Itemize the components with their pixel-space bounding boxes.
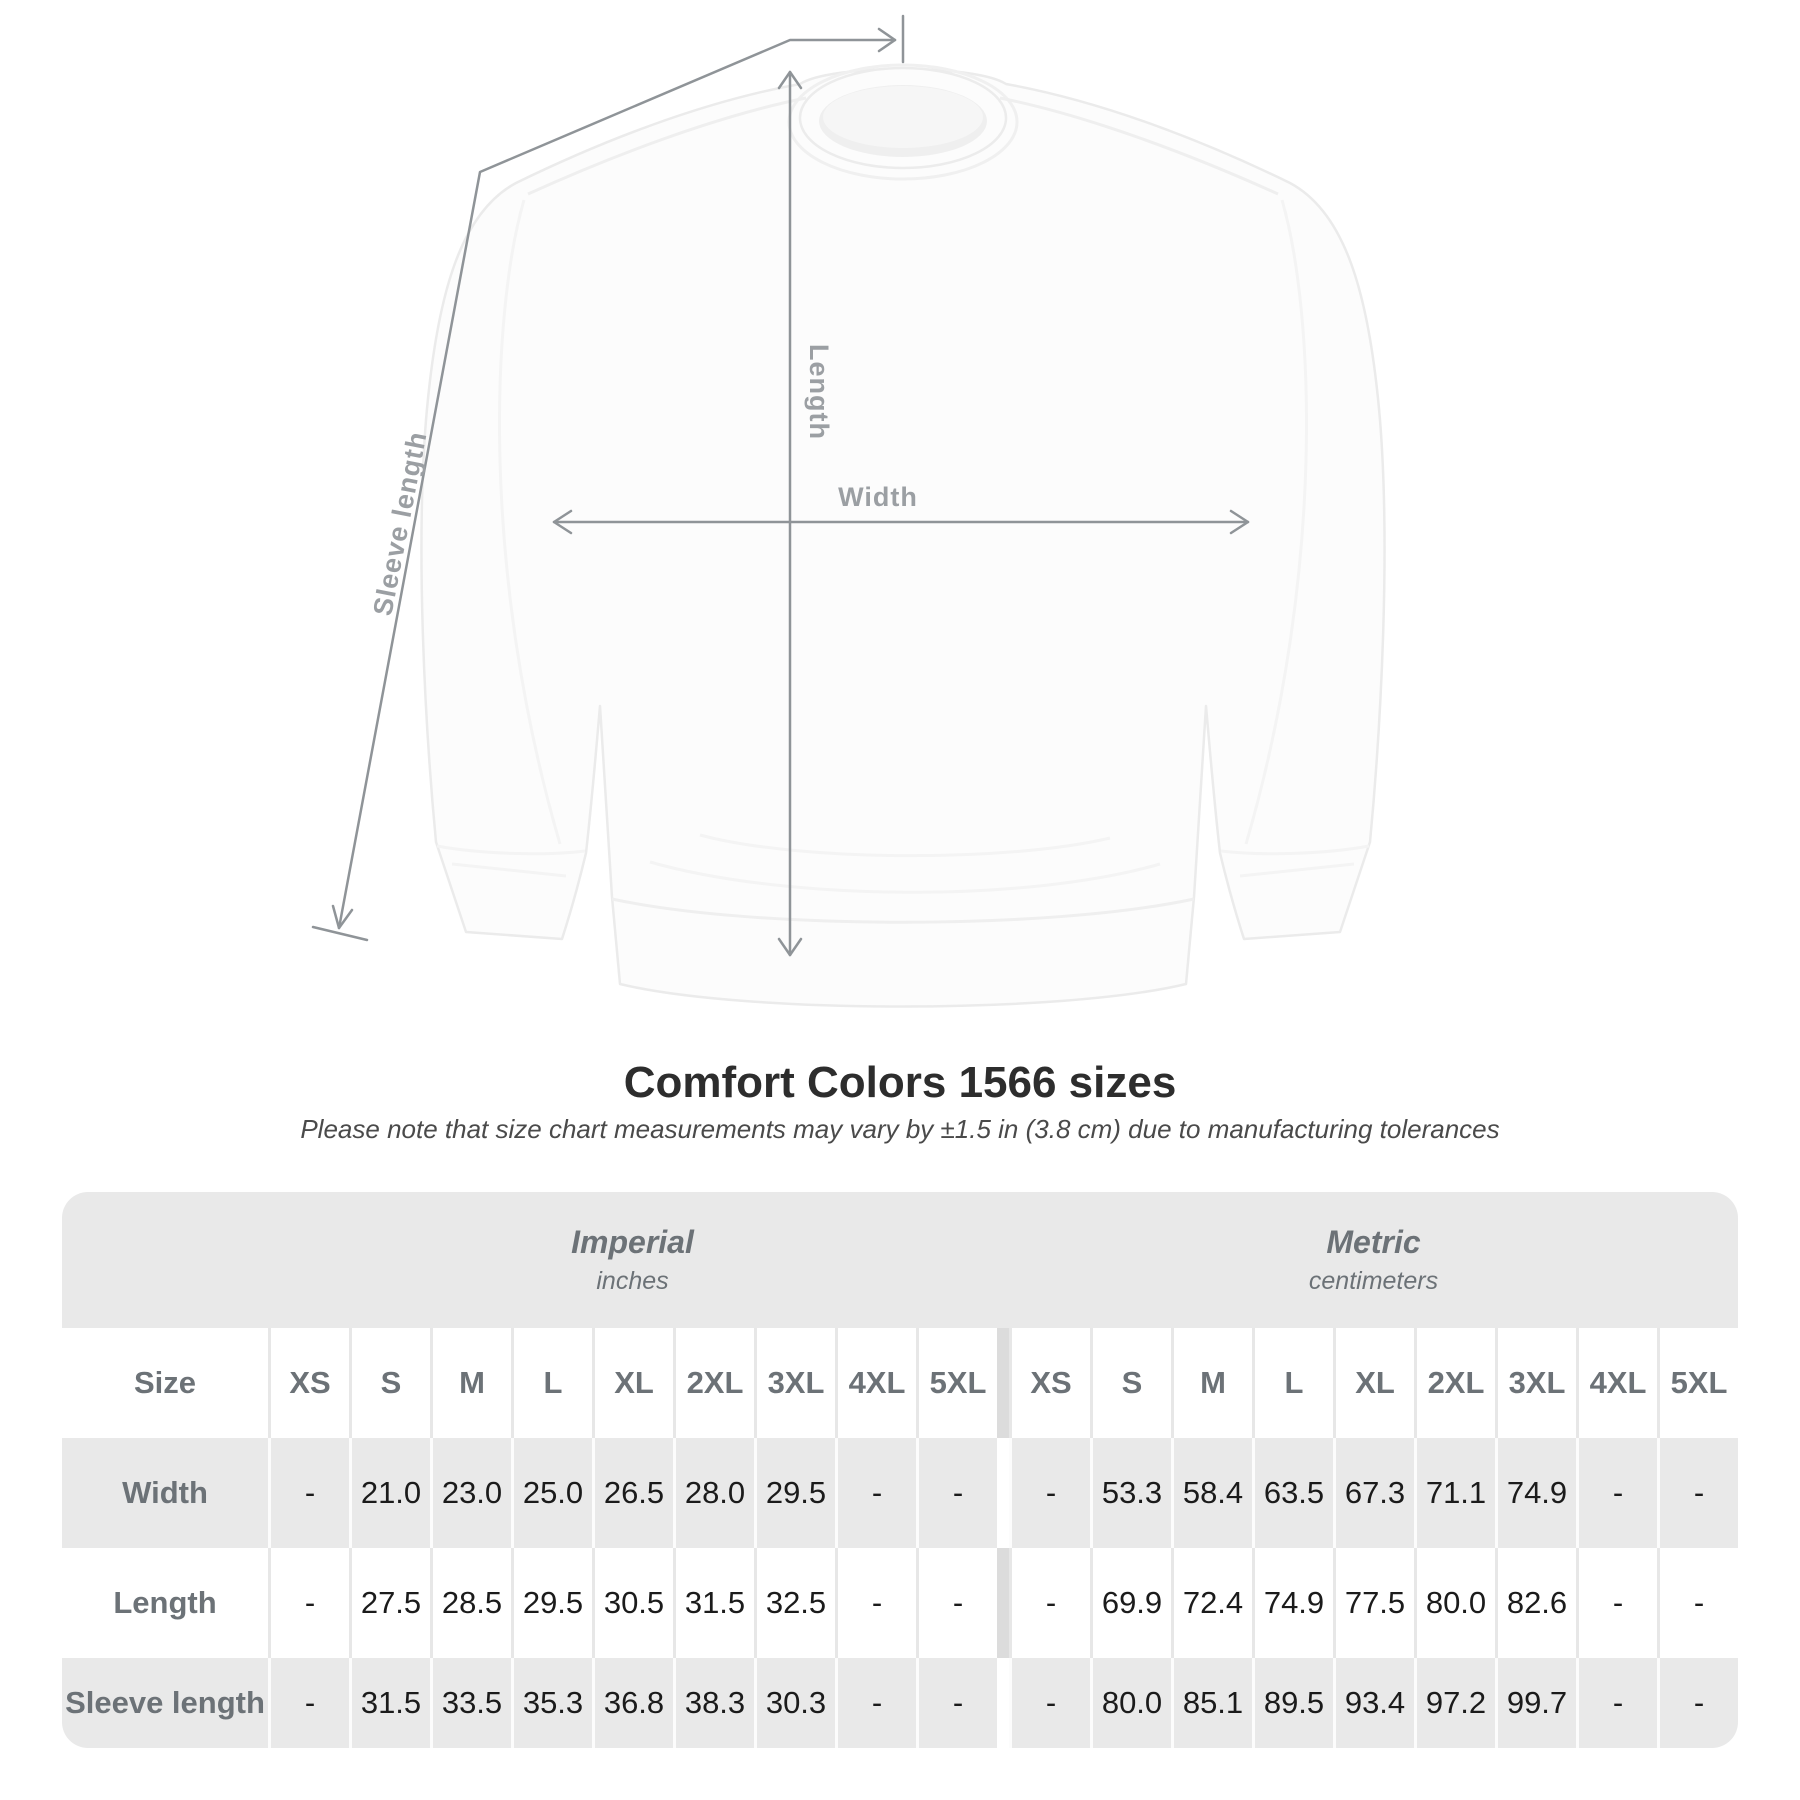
- imperial-value-cell: 28.0: [673, 1438, 754, 1548]
- metric-size-column-header: M: [1171, 1328, 1252, 1438]
- metric-value-cell: 53.3: [1090, 1438, 1171, 1548]
- metric-value-cell: 74.9: [1252, 1548, 1333, 1658]
- metric-unit: centimeters: [1308, 1267, 1439, 1295]
- imperial-value-cell: 26.5: [592, 1438, 673, 1548]
- imperial-value-cell: 31.5: [673, 1548, 754, 1658]
- metric-label: Metric: [1326, 1224, 1421, 1260]
- imperial-value-cell: -: [268, 1548, 349, 1658]
- section-divider-cell: [997, 1548, 1009, 1658]
- length-arrow: [777, 70, 803, 957]
- imperial-size-column-header: 5XL: [916, 1328, 997, 1438]
- metric-value-cell: 97.2: [1414, 1658, 1495, 1748]
- imperial-size-column-header: S: [349, 1328, 430, 1438]
- imperial-section-header: Imperial inches: [268, 1192, 997, 1328]
- imperial-value-cell: -: [835, 1548, 916, 1658]
- metric-size-column-header: 3XL: [1495, 1328, 1576, 1438]
- imperial-size-column-header: 2XL: [673, 1328, 754, 1438]
- imperial-size-column-header: M: [430, 1328, 511, 1438]
- imperial-size-column-header: 3XL: [754, 1328, 835, 1438]
- metric-value-cell: 58.4: [1171, 1438, 1252, 1548]
- table-header-corner: [62, 1192, 268, 1328]
- sweatshirt-illustration: [420, 63, 1386, 1008]
- metric-value-cell: 99.7: [1495, 1658, 1576, 1748]
- metric-value-cell: -: [1576, 1658, 1657, 1748]
- metric-size-column-header: XS: [1009, 1328, 1090, 1438]
- size-chart-table: Imperial inches Metric centimeters Size X…: [62, 1192, 1738, 1748]
- imperial-value-cell: 30.3: [754, 1658, 835, 1748]
- sleeve-length-arrow: [311, 14, 905, 942]
- section-divider-cell: [997, 1438, 1009, 1548]
- imperial-value-cell: 21.0: [349, 1438, 430, 1548]
- metric-value-cell: -: [1009, 1658, 1090, 1748]
- size-diagram: Length Width Sleeve length: [311, 14, 1386, 1008]
- metric-size-column-header: XL: [1333, 1328, 1414, 1438]
- metric-value-cell: -: [1576, 1548, 1657, 1658]
- imperial-value-cell: 30.5: [592, 1548, 673, 1658]
- imperial-size-column-header: XL: [592, 1328, 673, 1438]
- imperial-value-cell: 27.5: [349, 1548, 430, 1658]
- metric-value-cell: 82.6: [1495, 1548, 1576, 1658]
- measurement-row-label: Length: [62, 1548, 268, 1658]
- imperial-value-cell: 36.8: [592, 1658, 673, 1748]
- metric-value-cell: 67.3: [1333, 1438, 1414, 1548]
- measurement-row-label: Width: [122, 1475, 208, 1510]
- imperial-value-cell: 38.3: [673, 1658, 754, 1748]
- metric-size-column-header: L: [1252, 1328, 1333, 1438]
- metric-value-cell: -: [1657, 1438, 1738, 1548]
- imperial-value-cell: -: [916, 1658, 997, 1748]
- imperial-value-cell: 23.0: [430, 1438, 511, 1548]
- metric-value-cell: 74.9: [1495, 1438, 1576, 1548]
- width-label: Width: [838, 482, 918, 512]
- metric-size-column-header: 5XL: [1657, 1328, 1738, 1438]
- imperial-unit: inches: [596, 1267, 669, 1295]
- imperial-value-cell: 29.5: [754, 1438, 835, 1548]
- section-divider-cell: [997, 1658, 1009, 1748]
- section-divider-cell: [997, 1328, 1009, 1438]
- imperial-label: Imperial: [571, 1224, 694, 1260]
- metric-value-cell: -: [1657, 1548, 1738, 1658]
- imperial-size-column-header: 4XL: [835, 1328, 916, 1438]
- imperial-value-cell: -: [835, 1658, 916, 1748]
- imperial-value-cell: -: [835, 1438, 916, 1548]
- metric-value-cell: 89.5: [1252, 1658, 1333, 1748]
- metric-value-cell: 72.4: [1171, 1548, 1252, 1658]
- metric-value-cell: 85.1: [1171, 1658, 1252, 1748]
- width-arrow: [552, 509, 1250, 535]
- metric-value-cell: -: [1009, 1548, 1090, 1658]
- page-title: Comfort Colors 1566 sizes: [623, 1058, 1177, 1107]
- imperial-value-cell: 33.5: [430, 1658, 511, 1748]
- imperial-value-cell: -: [916, 1438, 997, 1548]
- imperial-value-cell: 31.5: [349, 1658, 430, 1748]
- metric-size-column-header: S: [1090, 1328, 1171, 1438]
- imperial-value-cell: -: [268, 1658, 349, 1748]
- metric-size-column-header: 2XL: [1414, 1328, 1495, 1438]
- length-label: Length: [804, 344, 834, 440]
- imperial-value-cell: 28.5: [430, 1548, 511, 1658]
- metric-size-column-header: 4XL: [1576, 1328, 1657, 1438]
- measurement-row-label: Sleeve length: [65, 1685, 265, 1720]
- imperial-value-cell: 29.5: [511, 1548, 592, 1658]
- metric-value-cell: 63.5: [1252, 1438, 1333, 1548]
- imperial-value-cell: -: [916, 1548, 997, 1658]
- imperial-value-cell: 35.3: [511, 1658, 592, 1748]
- metric-value-cell: 80.0: [1090, 1658, 1171, 1748]
- metric-value-cell: -: [1576, 1438, 1657, 1548]
- metric-value-cell: 71.1: [1414, 1438, 1495, 1548]
- metric-value-cell: 69.9: [1090, 1548, 1171, 1658]
- size-row-label: Size: [62, 1328, 268, 1438]
- imperial-value-cell: 32.5: [754, 1548, 835, 1658]
- section-divider: [997, 1192, 1009, 1328]
- imperial-value-cell: -: [268, 1438, 349, 1548]
- page-subtitle: Please note that size chart measurements…: [300, 1114, 1500, 1144]
- metric-value-cell: 80.0: [1414, 1548, 1495, 1658]
- imperial-size-column-header: XS: [268, 1328, 349, 1438]
- imperial-value-cell: 25.0: [511, 1438, 592, 1548]
- metric-value-cell: 93.4: [1333, 1658, 1414, 1748]
- metric-value-cell: -: [1009, 1438, 1090, 1548]
- metric-section-header: Metric centimeters: [1009, 1192, 1738, 1328]
- metric-value-cell: 77.5: [1333, 1548, 1414, 1658]
- metric-value-cell: -: [1657, 1658, 1738, 1748]
- imperial-size-column-header: L: [511, 1328, 592, 1438]
